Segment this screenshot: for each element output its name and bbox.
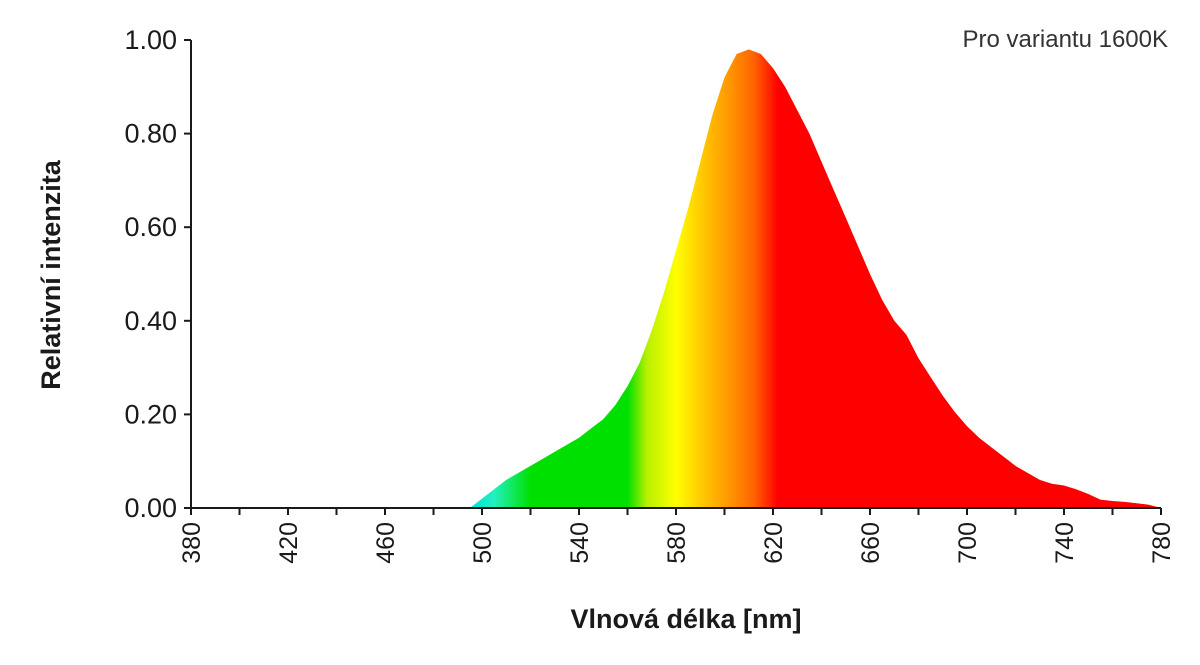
- variant-annotation: Pro variantu 1600K: [963, 26, 1168, 53]
- x-tick-label: 740: [1051, 522, 1079, 564]
- x-tick-label: 460: [372, 522, 400, 564]
- x-tick-label: 420: [275, 522, 303, 564]
- x-tick-label: 540: [566, 522, 594, 564]
- y-axis: 0.00 0.20 0.40 0.60 0.80 1.00: [124, 25, 192, 523]
- x-tick-label: 620: [760, 522, 788, 564]
- y-tick-label: 0.80: [124, 119, 177, 149]
- x-tick-label: 500: [469, 522, 497, 564]
- x-axis: 380 420 460 500 540 580 620 660 700 740 780: [178, 507, 1176, 564]
- y-tick-label: 0.40: [124, 306, 177, 336]
- y-axis-label: Relativní intenzita: [36, 159, 66, 390]
- y-tick-label: 0.20: [124, 399, 177, 429]
- x-tick-label: 660: [857, 522, 885, 564]
- x-tick-label: 780: [1148, 522, 1176, 564]
- x-tick-label: 580: [663, 522, 691, 564]
- spectrum-area: [191, 49, 1161, 509]
- plot-area: [191, 49, 1161, 509]
- y-tick-label: 0.60: [124, 212, 177, 242]
- y-tick-label: 0.00: [124, 493, 177, 523]
- x-tick-label: 700: [954, 522, 982, 564]
- x-tick-label: 380: [178, 522, 206, 564]
- x-axis-label: Vlnová délka [nm]: [570, 604, 801, 634]
- y-tick-label: 1.00: [124, 25, 177, 55]
